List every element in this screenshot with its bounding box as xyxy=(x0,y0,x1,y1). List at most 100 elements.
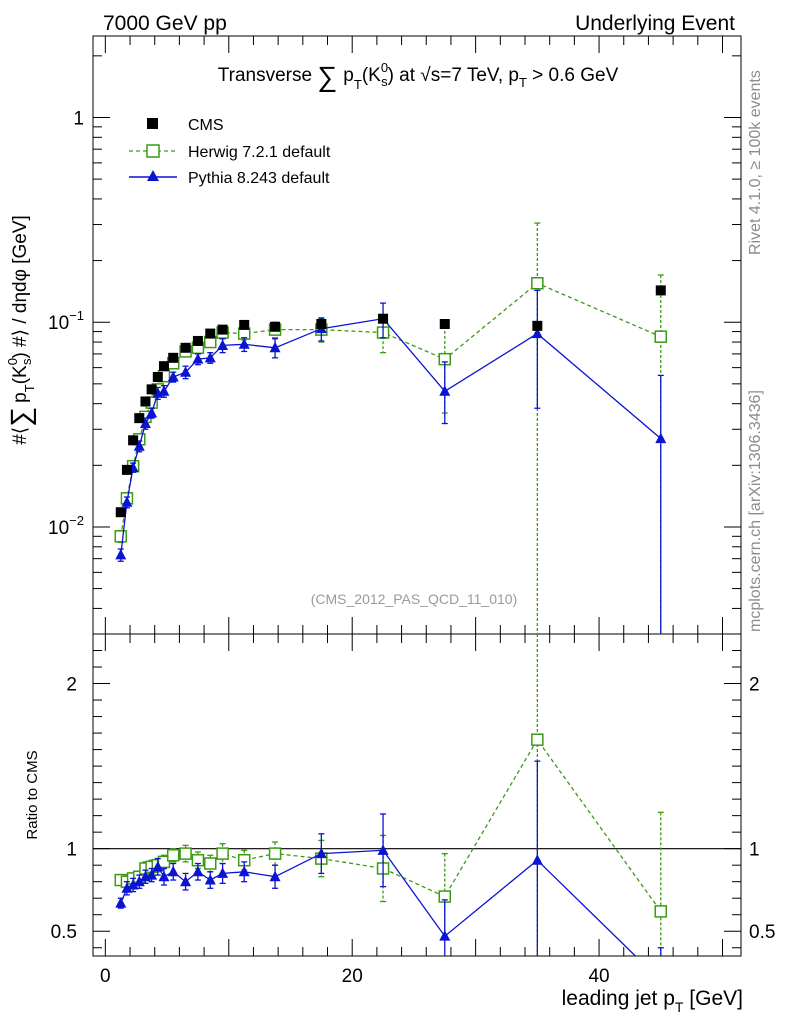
pythia-point xyxy=(115,548,127,560)
pythia-point xyxy=(238,338,250,349)
title-sup: 0 xyxy=(381,60,388,75)
analysis-watermark: (CMS_2012_PAS_QCD_11_010) xyxy=(311,591,518,607)
main-axes: 10−210−11 xyxy=(48,36,741,635)
pythia-point xyxy=(192,353,204,364)
cms-point xyxy=(655,285,666,296)
pythia-ratio-point xyxy=(180,875,192,887)
y-tick-label: 10−1 xyxy=(48,308,84,334)
pythia-ratio-point xyxy=(115,897,127,908)
y-tick-exp: −1 xyxy=(69,308,84,323)
ratio-y-tick-label: 2 xyxy=(66,675,77,696)
herwig-ratio-point xyxy=(166,849,180,862)
pythia-ratio-point xyxy=(133,875,145,887)
plot-title: Transverse ∑ pT(K0 s) at √s=7 TeV, pT > 0.… xyxy=(218,60,619,92)
y-tick-label: 10−2 xyxy=(48,513,84,539)
title-part: at √s=7 TeV, p xyxy=(394,65,519,86)
ratio-y-tick-label: 1 xyxy=(749,840,760,861)
y-tick-base: 10 xyxy=(48,313,69,334)
ylabel-part: (K xyxy=(10,365,31,384)
pythia-point xyxy=(167,370,179,382)
cms-point xyxy=(270,321,281,332)
cms-point xyxy=(205,328,216,339)
main-y-axis-label: #⟨∑ pT(K0s) #⟩ / dηdφ [GeV] xyxy=(5,215,37,445)
herwig-point xyxy=(114,530,128,543)
herwig-line xyxy=(120,282,662,537)
xlabel-part: leading jet p xyxy=(562,987,675,1010)
cms-point xyxy=(239,319,250,330)
cms-point xyxy=(192,335,203,346)
ratio-y-tick-label: 1 xyxy=(66,840,77,861)
ratio-plot-frame xyxy=(92,633,742,957)
pythia-point xyxy=(121,496,133,507)
pythia-ratio-point xyxy=(217,867,229,878)
herwig-point xyxy=(654,330,668,343)
legend-cms-marker xyxy=(147,118,158,129)
legend-pythia-marker xyxy=(147,170,159,181)
pythia-point xyxy=(180,366,192,377)
pythia-point xyxy=(269,341,281,353)
ylabel-part: #⟩ / dηdφ [GeV] xyxy=(10,215,31,352)
cms-point xyxy=(439,319,450,330)
pythia-ratio-point xyxy=(204,874,216,885)
title-sub: s xyxy=(381,74,388,89)
pythia-ratio-point xyxy=(158,870,170,882)
ylabel-part: #⟨ xyxy=(10,427,31,445)
pythia-ratio-point xyxy=(439,930,451,941)
pythia-point xyxy=(531,327,543,339)
cms-point xyxy=(316,319,327,330)
pythia-point xyxy=(146,407,158,418)
header-left: 7000 GeV pp xyxy=(103,12,227,35)
pythia-point xyxy=(158,385,170,396)
cms-point xyxy=(378,313,389,324)
x-axis-label: leading jet pT [GeV] xyxy=(562,987,743,1015)
xlabel-sub: T xyxy=(675,999,684,1015)
ylabel-sub: s xyxy=(19,358,34,365)
ratio-axes: 0 20 40 0.5 0.5 1 1 2 2 xyxy=(51,633,775,987)
ratio-y-tick-label: 0.5 xyxy=(749,922,775,943)
xlabel-part: [GeV] xyxy=(683,987,743,1010)
legend-herwig-marker xyxy=(146,144,160,158)
cms-point xyxy=(532,320,543,331)
herwig-ratio-point xyxy=(531,733,544,746)
series-main xyxy=(114,222,668,634)
ratio-y-axis-label: Ratio to CMS xyxy=(24,750,41,839)
cms-point xyxy=(115,507,126,518)
cms-point xyxy=(146,384,157,395)
cms-point xyxy=(180,342,191,353)
herwig-ratio-point xyxy=(654,905,668,918)
pythia-point xyxy=(139,417,151,429)
x-tick-label: 20 xyxy=(342,966,363,987)
cms-point xyxy=(140,396,151,407)
ylabel-sup: 0 xyxy=(5,358,20,365)
legend-cms-label: CMS xyxy=(188,117,224,134)
watermark-layer: (CMS_2012_PAS_QCD_11_010) xyxy=(311,591,518,607)
cms-point xyxy=(168,352,179,363)
x-tick-label: 0 xyxy=(100,966,111,987)
title-sum: ∑ xyxy=(317,61,337,92)
herwig-ratio-point xyxy=(179,847,192,860)
pythia-line xyxy=(120,317,662,555)
herwig-ratio-point xyxy=(216,847,229,860)
ylabel-part: ) xyxy=(10,352,31,358)
cms-point xyxy=(217,324,228,335)
ylabel-sub: T xyxy=(22,384,37,392)
rivet-label: Rivet 4.1.0, ≥ 100k events xyxy=(747,70,764,255)
cms-point xyxy=(158,361,169,372)
pythia-ratio-point xyxy=(146,869,158,880)
herwig-ratio-point xyxy=(268,847,282,860)
pythia-ratio-point xyxy=(167,865,179,877)
x-tick-label: 40 xyxy=(588,966,609,987)
cms-point xyxy=(121,464,132,475)
pythia-ratio-point xyxy=(152,860,164,872)
y-tick-base: 10 xyxy=(48,518,69,539)
ylabel-sum: ∑ xyxy=(5,407,36,427)
herwig-ratio-line xyxy=(120,738,662,912)
legend-pythia-label: Pythia 8.243 default xyxy=(188,170,330,187)
pythia-ratio-point xyxy=(269,870,281,882)
herwig-ratio-point xyxy=(204,857,217,870)
pythia-ratio-point xyxy=(531,854,543,865)
series-ratio xyxy=(114,634,668,956)
cms-point xyxy=(134,413,145,424)
title-part: p xyxy=(343,65,354,86)
